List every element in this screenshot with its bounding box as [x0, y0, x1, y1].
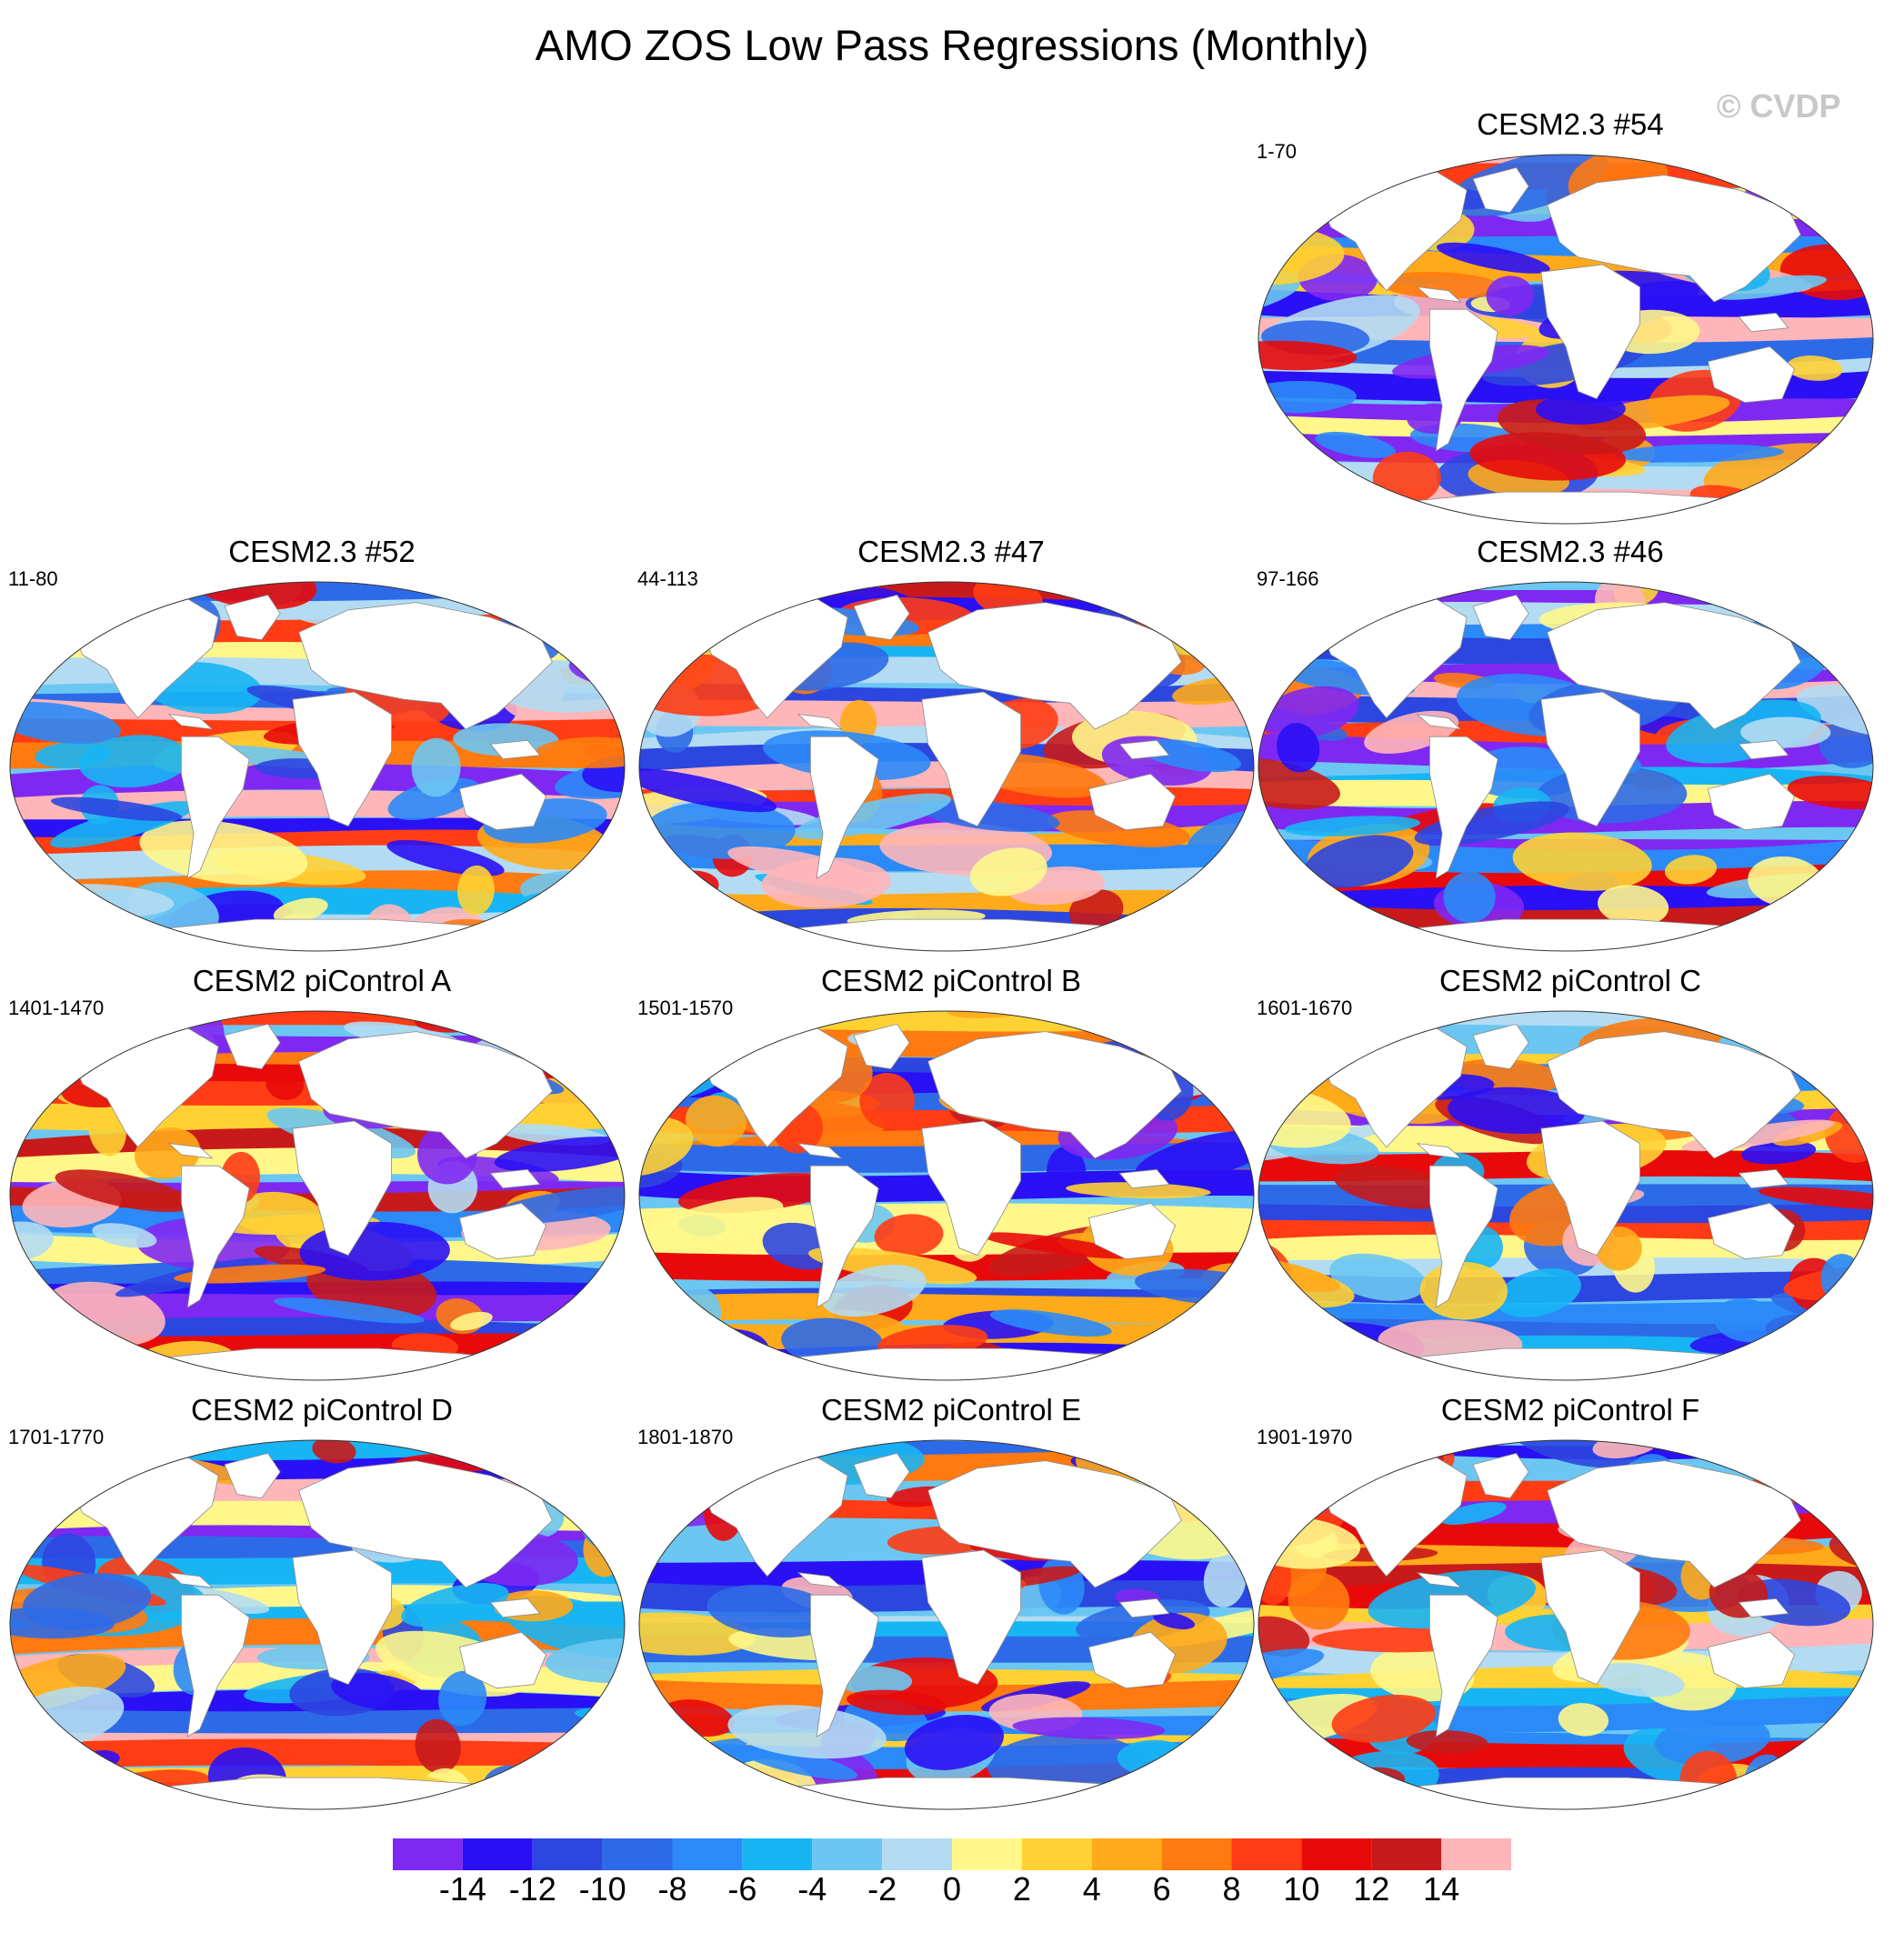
colorbar-swatch	[532, 1838, 603, 1870]
panel-title: CESM2.3 #47	[857, 535, 1045, 568]
regression-map	[9, 581, 626, 952]
panel-title: CESM2 piControl E	[820, 1393, 1082, 1427]
panel-title: CESM2 piControl B	[820, 964, 1082, 997]
colorbar-tick-label: -2	[867, 1870, 897, 1908]
panel-year-range: 97-166	[1257, 567, 1319, 590]
colorbar-tick-label: 0	[942, 1870, 962, 1908]
colorbar-swatch	[1301, 1838, 1372, 1870]
panel-title: CESM2 piControl C	[1439, 964, 1701, 997]
colorbar-swatch	[1091, 1838, 1162, 1870]
panel-title: CESM2.3 #46	[1477, 535, 1664, 568]
colorbar-swatch	[882, 1838, 952, 1870]
regression-map	[1258, 1439, 1874, 1810]
cvdp-watermark: © CVDP	[1717, 87, 1841, 125]
map-panel: CESM2 piControl C 1601-1670	[1257, 964, 1884, 1391]
panel-year-range: 1901-1970	[1257, 1426, 1353, 1448]
colorbar-swatch	[393, 1838, 463, 1870]
panel-title: CESM2 piControl F	[1440, 1393, 1700, 1427]
map-panel: CESM2 piControl F 1901-1970	[1257, 1393, 1884, 1820]
regression-map	[638, 1010, 1255, 1381]
regression-map	[1258, 154, 1874, 525]
colorbar-swatch	[742, 1838, 813, 1870]
colorbar-swatch	[812, 1838, 883, 1870]
panel-title: CESM2 piControl D	[191, 1393, 453, 1427]
colorbar-swatch	[1161, 1838, 1232, 1870]
panel-year-range: 1701-1770	[8, 1426, 105, 1448]
panel-year-range: 1501-1570	[637, 997, 734, 1019]
regression-map	[9, 1439, 626, 1810]
regression-map	[1258, 581, 1874, 952]
colorbar-tick-label: 10	[1283, 1870, 1320, 1908]
panel-year-range: 1-70	[1257, 140, 1298, 163]
colorbar-tick-label: 6	[1152, 1870, 1171, 1908]
panel-year-range: 11-80	[8, 567, 58, 590]
colorbar-tick-label: -6	[727, 1870, 757, 1908]
colorbar-swatch	[672, 1838, 743, 1870]
colorbar-tick-label: -8	[657, 1870, 687, 1908]
colorbar-swatch	[1371, 1838, 1442, 1870]
regression-map	[9, 1010, 626, 1381]
colorbar-tick-label: 2	[1012, 1870, 1031, 1908]
colorbar-swatch	[1021, 1838, 1092, 1870]
colorbar-swatch	[1441, 1838, 1511, 1870]
panel-title: CESM2.3 #54	[1477, 107, 1664, 141]
regression-map	[638, 581, 1255, 952]
colorbar-tick-label: -4	[797, 1870, 827, 1908]
regression-map	[638, 1439, 1255, 1810]
map-panel: CESM2 piControl A 1401-1470	[8, 964, 636, 1391]
colorbar-tick-label: 4	[1082, 1870, 1101, 1908]
panel-year-range: 1401-1470	[8, 997, 105, 1019]
colorbar-tick-label: -14	[438, 1870, 486, 1908]
colorbar-tick-label: -10	[578, 1870, 626, 1908]
map-panel: CESM2.3 #52 11-80	[8, 535, 636, 962]
map-panel: CESM2 piControl E 1801-1870	[637, 1393, 1265, 1820]
regression-map	[1258, 1010, 1874, 1381]
map-panel: CESM2.3 #46 97-166	[1257, 535, 1884, 962]
map-panel: CESM2.3 #54 1-70	[1257, 107, 1884, 535]
panel-year-range: 1601-1670	[1257, 997, 1353, 1019]
map-panel: CESM2 piControl D 1701-1770	[8, 1393, 636, 1820]
colorbar-tick-label: -12	[508, 1870, 556, 1908]
figure-title: AMO ZOS Low Pass Regressions (Monthly)	[535, 21, 1369, 69]
colorbar-tick-label: 12	[1353, 1870, 1390, 1908]
colorbar-swatch	[952, 1838, 1022, 1870]
colorbar-swatch	[1231, 1838, 1302, 1870]
colorbar-swatch	[602, 1838, 673, 1870]
panel-title: CESM2 piControl A	[192, 964, 452, 997]
map-panel: CESM2.3 #47 44-113	[637, 535, 1265, 962]
colorbar	[393, 1838, 1511, 1870]
panel-title: CESM2.3 #52	[228, 535, 416, 568]
panel-year-range: 44-113	[637, 567, 698, 590]
colorbar-swatch	[462, 1838, 533, 1870]
panel-year-range: 1801-1870	[637, 1426, 734, 1448]
colorbar-tick-label: 8	[1222, 1870, 1241, 1908]
colorbar-tick-label: 14	[1423, 1870, 1460, 1908]
map-panel: CESM2 piControl B 1501-1570	[637, 964, 1265, 1391]
